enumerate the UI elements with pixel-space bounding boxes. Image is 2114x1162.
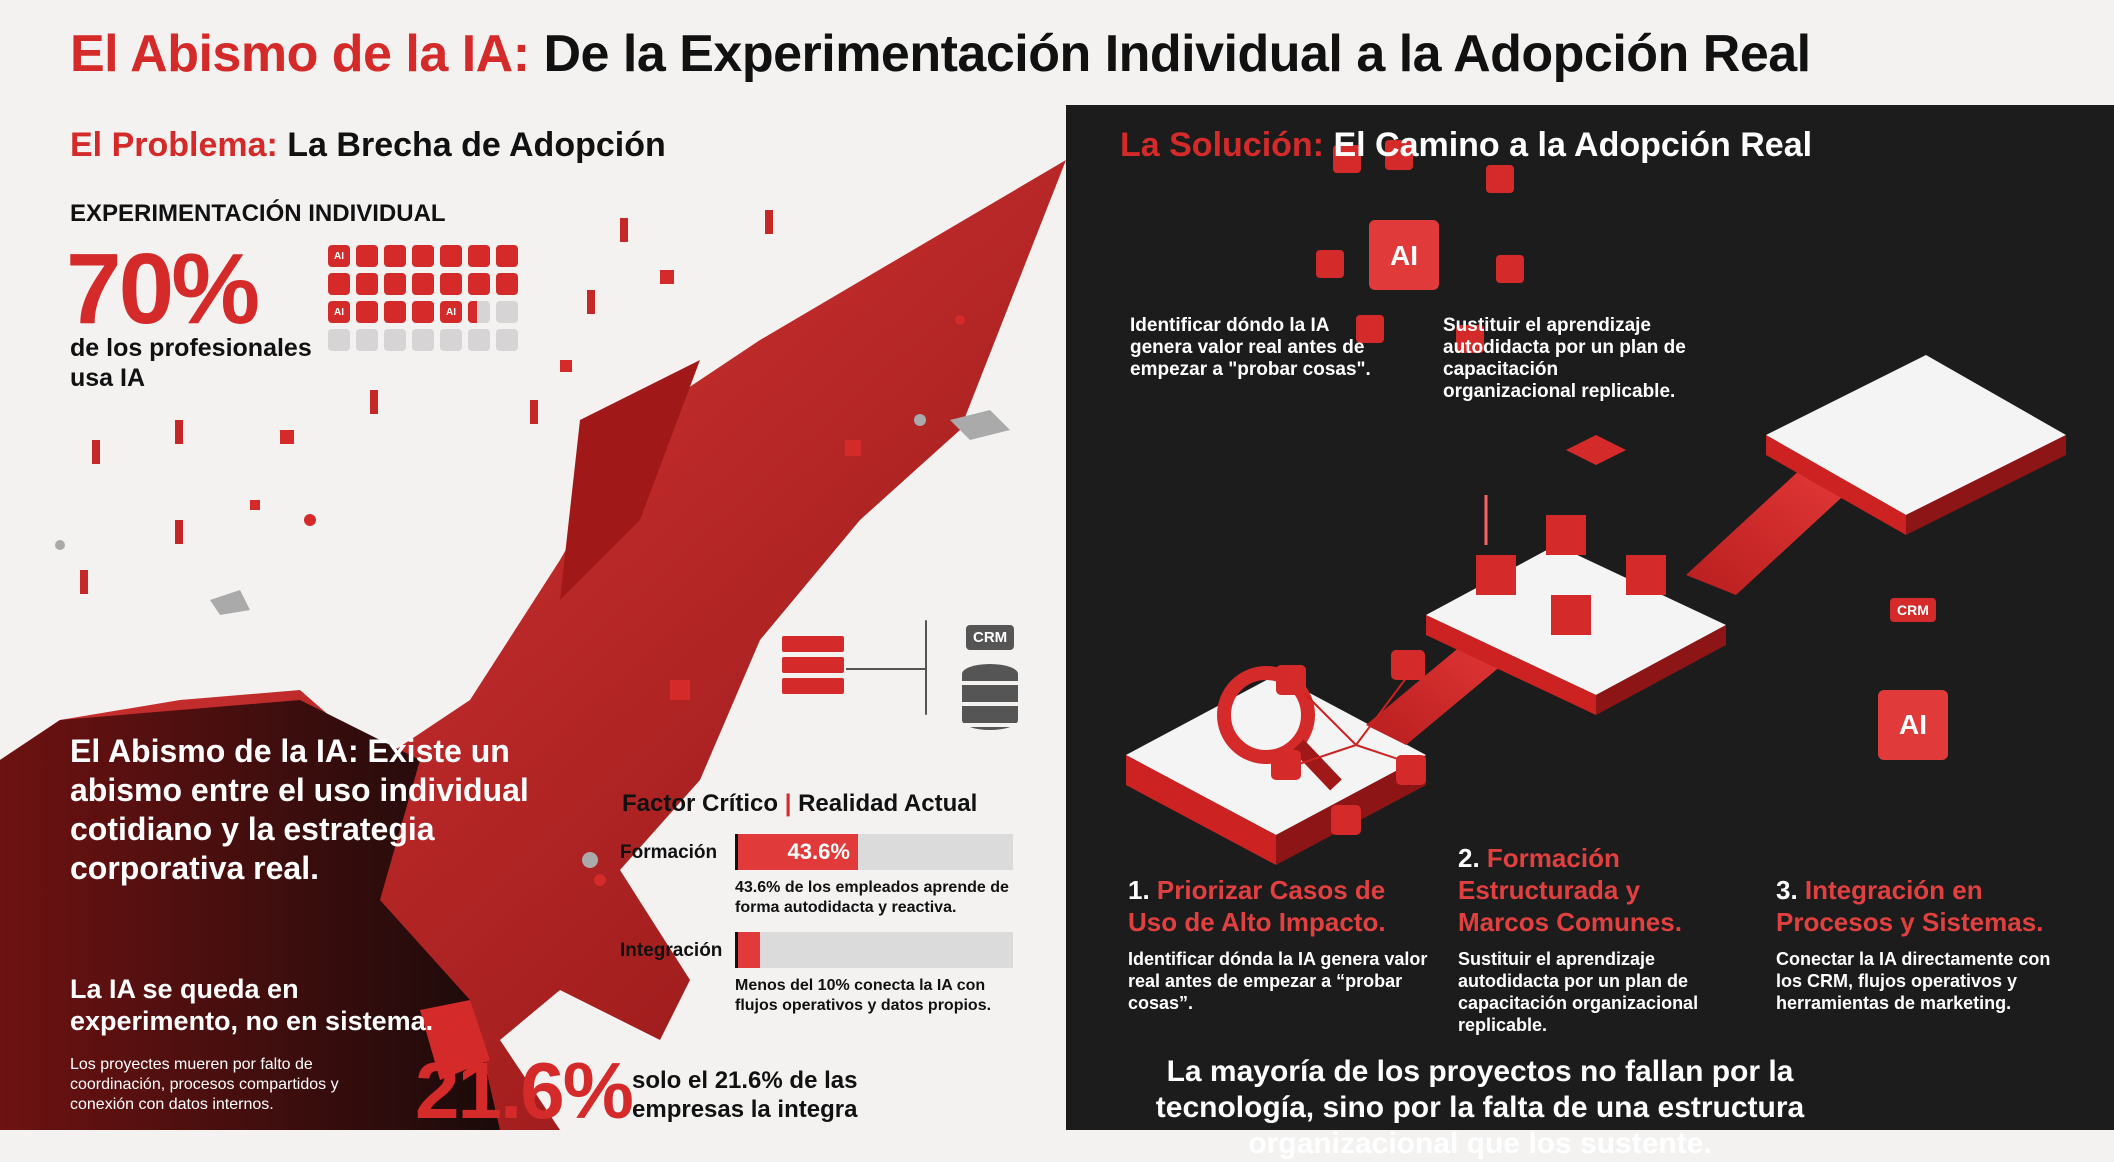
step-2: 2. Formación Estructurada y Marcos Comun…: [1458, 842, 1738, 1036]
closing-statement: La mayoría de los proyectos no fallan po…: [1155, 1055, 1805, 1160]
formacion-bar-fill: 43.6%: [738, 834, 858, 870]
integration-stat-text: solo el 21.6% de las empresas la integra: [632, 1067, 858, 1123]
ai-chip-top-label: AI: [1390, 240, 1418, 271]
problem-heading: El Problema: La Brecha de Adopción: [70, 126, 666, 164]
adoption-path-illustration: AI: [1126, 140, 2066, 865]
brain-icon: [328, 273, 350, 295]
brain-icon: [412, 273, 434, 295]
brain-icon: [412, 301, 434, 323]
brain-icon: [356, 329, 378, 351]
training-cubes: [1476, 515, 1666, 635]
graduation-cap-icon: [1566, 435, 1626, 465]
brain-icon: [356, 273, 378, 295]
brain-icon: [440, 273, 462, 295]
brain-icon: [356, 301, 378, 323]
database-icon: [962, 664, 1018, 730]
brain-icon: [384, 301, 406, 323]
usage-stat-text: de los profesionales usa IA: [70, 334, 312, 392]
ai-usage-icon-grid: AI AI AI: [328, 245, 518, 351]
formacion-caption: 43.6% de los empleados aprende de forma …: [735, 879, 1009, 916]
brain-icon: [496, 273, 518, 295]
brain-icon: [496, 245, 518, 267]
connector-bracket: [925, 620, 927, 715]
page-title: El Abismo de la IA: De la Experimentació…: [70, 25, 1811, 83]
magnifier-icon: [1217, 666, 1315, 764]
brain-icon: [384, 273, 406, 295]
step-3-desc: Conectar la IA directamente con los CRM,…: [1776, 949, 2051, 1013]
solution-heading: La Solución: El Camino a la Adopción Rea…: [1120, 126, 1813, 164]
brain-icon: [412, 245, 434, 267]
abyss-statement: El Abismo de la IA: Existe un abismo ent…: [70, 733, 529, 886]
step-1: 1. Priorizar Casos de Uso de Alto Impact…: [1128, 874, 1428, 1014]
projects-note: Los proyectes mueren por falto de coordi…: [70, 1056, 339, 1113]
integration-stat: 21.6%: [415, 1046, 634, 1135]
server-crm-icon: [782, 636, 844, 694]
factor-label-formacion: Formación: [620, 842, 718, 863]
factor-label-integracion: Integración: [620, 940, 723, 961]
brain-icon: [468, 273, 490, 295]
ai-icon: AI: [328, 245, 350, 267]
crm-label-left: CRM: [966, 625, 1015, 650]
integracion-bar: [735, 932, 1013, 968]
brain-icon: [468, 329, 490, 351]
step-3: 3. Integración en Procesos y Sistemas. C…: [1776, 874, 2076, 1014]
ai-icon: AI: [440, 301, 462, 323]
brain-icon: [468, 301, 490, 323]
formacion-bar: 43.6%: [735, 834, 1013, 870]
chasm-illustration: [0, 160, 1066, 1130]
brain-icon: [496, 301, 518, 323]
ai-chip-top: [1369, 220, 1439, 290]
usage-stat: 70%: [66, 233, 260, 345]
experimentation-label: EXPERIMENTACIÓN INDIVIDUAL: [70, 200, 446, 227]
connector-line: [846, 668, 926, 670]
callout-2: Sustituir el aprendizaje autodidacta por…: [1443, 315, 1686, 402]
brain-icon: [496, 329, 518, 351]
step-2-title: 2. Formación Estructurada y Marcos Comun…: [1458, 843, 1682, 937]
brain-icon: [440, 329, 462, 351]
step-2-desc: Sustituir el aprendizaje autodidacta por…: [1458, 949, 1699, 1035]
brain-icon: [384, 245, 406, 267]
step-3-title: 3. Integración en Procesos y Sistemas.: [1776, 875, 2044, 937]
factors-title: Factor Crítico | Realidad Actual: [622, 790, 978, 817]
step-1-title: 1. Priorizar Casos de Uso de Alto Impact…: [1128, 875, 1386, 937]
brain-icon: [412, 329, 434, 351]
step-1-desc: Identificar dónda la IA genera valor rea…: [1128, 949, 1428, 1013]
experiment-statement: La IA se queda en experimento, no en sis…: [70, 974, 434, 1036]
crm-label-right: CRM: [1890, 598, 1936, 622]
ai-chip-bottom: AI: [1878, 690, 1948, 760]
integracion-caption: Menos del 10% conecta la IA con flujos o…: [735, 977, 992, 1014]
brain-icon: [384, 329, 406, 351]
ai-icon: AI: [328, 301, 350, 323]
brain-icon: [328, 329, 350, 351]
brain-icon: [356, 245, 378, 267]
brain-icon: [468, 245, 490, 267]
integracion-bar-fill: [738, 932, 760, 968]
callout-1: Identificar dóndo la IA genera valor rea…: [1130, 315, 1371, 380]
brain-icon: [440, 245, 462, 267]
